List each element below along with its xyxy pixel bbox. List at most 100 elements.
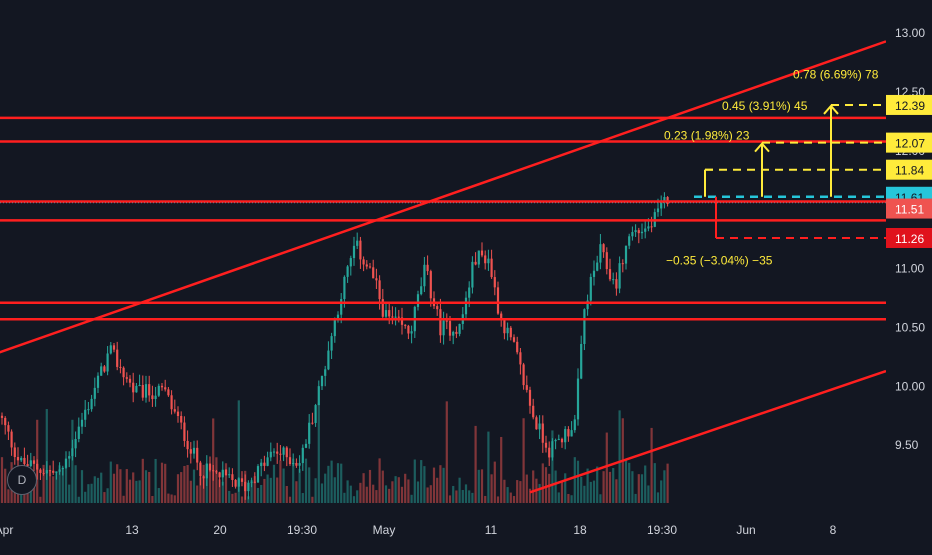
volume-bar-55 (176, 474, 180, 503)
candle-body-181 (580, 343, 583, 379)
candle-body-26 (84, 409, 87, 420)
volume-bar-103 (330, 460, 333, 503)
volume-bar-187 (599, 494, 602, 503)
candle-body-106 (340, 299, 343, 315)
price-label-bg-4 (886, 198, 932, 219)
volume-bar-65 (208, 465, 212, 503)
candle-body-102 (327, 350, 330, 370)
volume-bar-121 (388, 488, 391, 503)
candle-body-79 (253, 481, 256, 483)
candle-body-5 (16, 457, 20, 461)
candle-body-206 (660, 201, 663, 209)
time-tick-0: Apr (0, 523, 13, 537)
candle-body-22 (71, 448, 74, 457)
volume-bar-79 (253, 476, 256, 503)
volume-bar-178 (570, 495, 573, 503)
volume-bar-67 (215, 457, 218, 503)
price-label-bg-5 (886, 227, 932, 248)
candle-body-126 (404, 324, 407, 326)
candle-body-7 (23, 457, 26, 465)
candle-body-34 (109, 345, 112, 354)
candle-body-17 (55, 471, 58, 473)
candle-body-143 (458, 323, 461, 334)
time-tick-3: 19:30 (287, 523, 317, 537)
volume-bar-86 (276, 477, 279, 503)
candle-body-155 (496, 287, 500, 314)
volume-bar-101 (324, 473, 327, 503)
candle-body-169 (541, 423, 544, 443)
candle-body-97 (311, 422, 314, 424)
volume-bar-82 (263, 478, 266, 503)
volume-bar-102 (327, 465, 330, 503)
candle-body-85 (272, 451, 276, 453)
volume-bar-165 (528, 488, 532, 503)
candle-body-149 (477, 250, 480, 265)
candle-body-62 (199, 462, 202, 477)
price-tick-0: 13.00 (895, 26, 925, 40)
candle-body-59 (189, 449, 192, 454)
candle-body-29 (93, 387, 96, 399)
volume-bar-119 (381, 470, 384, 503)
volume-bar-199 (637, 474, 640, 503)
volume-bar-62 (199, 477, 202, 503)
volume-bar-0 (0, 457, 4, 503)
candle-body-44 (141, 385, 144, 398)
volume-bar-13 (42, 464, 45, 503)
volume-bar-204 (653, 463, 656, 503)
candle-body-195 (624, 245, 628, 264)
price-label-5: 11.26 (895, 232, 924, 246)
volume-bar-12 (39, 496, 42, 503)
candle-body-94 (301, 447, 304, 464)
price-label-2: 11.84 (895, 164, 924, 178)
candle-body-98 (314, 405, 317, 423)
volume-bar-100 (320, 483, 324, 503)
trendlines[interactable] (0, 40, 887, 494)
candle-body-122 (391, 316, 394, 318)
volume-bar-93 (298, 469, 301, 503)
candle-body-161 (516, 341, 519, 353)
volume-bar-180 (576, 460, 580, 503)
price-tick-6: 10.00 (895, 379, 925, 393)
volume-bar-202 (647, 485, 650, 503)
candle-body-117 (375, 278, 378, 281)
time-axis-bg (0, 514, 932, 550)
candle-body-77 (247, 482, 250, 492)
volume-bar-136 (436, 477, 439, 503)
candle-body-173 (554, 439, 557, 442)
volume-bar-92 (295, 481, 298, 503)
volume-bar-69 (221, 481, 224, 503)
volume-bar-149 (477, 469, 480, 503)
price-tick-4: 11.00 (895, 262, 924, 276)
chart-mode-button[interactable]: D (7, 465, 37, 495)
annotation-3: −0.35 (−3.04%) −35 (666, 253, 773, 267)
candle-body-27 (87, 409, 90, 411)
candle-body-131 (420, 286, 423, 295)
volume-bar-61 (196, 485, 199, 503)
volume-bar-40 (128, 479, 132, 503)
volume-bar-144 (461, 489, 464, 503)
volume-bar-147 (471, 492, 474, 503)
candle-body-187 (599, 244, 602, 263)
volume-bar-206 (660, 480, 663, 503)
volume-bar-139 (445, 401, 448, 503)
volume-bar-24 (77, 496, 80, 503)
horizontal-levels[interactable] (0, 116, 886, 321)
volume-bar-56 (180, 472, 183, 503)
volume-bar-145 (464, 484, 468, 503)
candle-body-80 (256, 466, 260, 483)
projection-drawings[interactable] (694, 103, 886, 239)
candle-body-75 (240, 478, 244, 482)
candle-body-136 (436, 306, 439, 310)
volume-bar-143 (458, 477, 461, 503)
volume-bar-72 (231, 493, 234, 503)
candle-body-87 (279, 453, 282, 455)
candle-body-128 (410, 331, 413, 334)
volume-bar-142 (455, 490, 458, 503)
volume-bar-183 (586, 468, 589, 503)
candle-body-60 (192, 447, 196, 454)
volume-bar-27 (87, 484, 90, 503)
time-axis[interactable]: Apr 13 20 19:30 May 11 18 19:30 Jun 8 (0, 514, 932, 550)
price-axis[interactable]: 13.0012.5012.0011.5011.0010.5010.009.501… (886, 0, 932, 550)
